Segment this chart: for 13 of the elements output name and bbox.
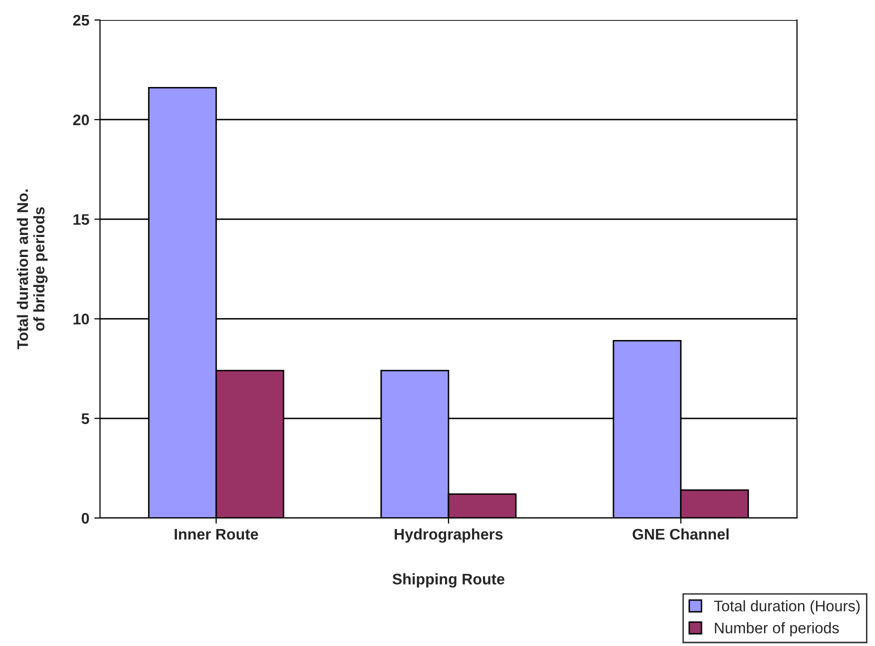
x-tick-label: Hydrographers <box>394 528 503 543</box>
x-tick-label: GNE Channel <box>632 528 729 540</box>
y-tick-label: 15 <box>74 214 90 225</box>
y-tick-label: 20 <box>73 114 89 126</box>
y-tick-label: 25 <box>73 14 90 26</box>
legend-label: Total duration (Hours) <box>714 600 860 614</box>
x-axis-title: Shipping Route <box>392 573 504 588</box>
y-tick-label: 0 <box>82 512 89 524</box>
y-axis-title: Total duration and No. of bridge periods <box>16 190 48 350</box>
legend-label: Number of periods <box>714 622 839 636</box>
y-tick-label: 10 <box>74 314 89 324</box>
y-tick-label: 5 <box>82 413 90 424</box>
x-tick-label: Inner Route <box>174 528 258 540</box>
